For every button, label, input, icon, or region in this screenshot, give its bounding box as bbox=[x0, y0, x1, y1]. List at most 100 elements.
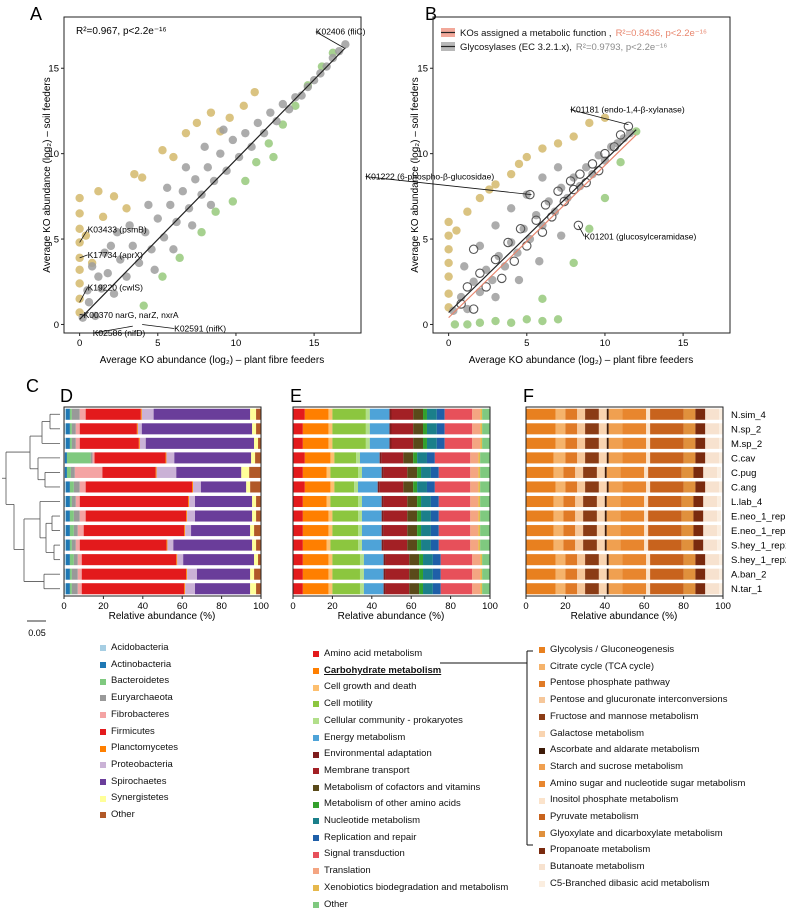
legend-label: Bacteroidetes bbox=[111, 675, 170, 687]
bar-segment-c5-branched-dibasic-acid-metabolism bbox=[717, 495, 722, 508]
legend-item-galactose-metabolism: Galactose metabolism bbox=[539, 726, 745, 743]
category-label: L.lab_4 bbox=[731, 497, 762, 508]
point-series-1 bbox=[463, 320, 472, 329]
point-series-2 bbox=[219, 125, 228, 134]
bar-segment-pentose-and-glucuronate-interconversions bbox=[577, 437, 586, 449]
bar-segment-metabolism-of-cofactors-and-vitamins bbox=[407, 510, 418, 522]
bar-segment-inositol-phosphate-metabolism bbox=[644, 466, 649, 478]
plot-frame bbox=[432, 16, 731, 334]
annotation-arrow bbox=[92, 325, 133, 334]
bar-segment-environmental-adaptation bbox=[389, 437, 392, 449]
bar-segment-c5-branched-dibasic-acid-metabolism bbox=[717, 525, 722, 537]
annotation-arrow bbox=[79, 287, 88, 303]
bar-segment-galactose-metabolism bbox=[598, 583, 607, 595]
x-tick-label: 80 bbox=[678, 601, 689, 612]
legend-item-fibrobacteres: Fibrobacteres bbox=[100, 707, 178, 724]
bar-segment-ascorbate-and-aldarate-metabolism bbox=[604, 495, 607, 508]
bar-segment-other bbox=[482, 568, 490, 580]
point-series-2 bbox=[449, 306, 458, 315]
bar-segment-glycolysis-gluconeogenesis bbox=[526, 554, 556, 566]
bar-segment-acidobacteria bbox=[64, 481, 66, 493]
bar-segment-proteobacteria bbox=[185, 583, 196, 595]
legend-item-glyoxylate-and-dicarboxylate-metabolism: Glyoxylate and dicarboxylate metabolism bbox=[539, 826, 745, 843]
bar-segment-actinobacteria bbox=[64, 466, 67, 478]
point-glycosylase bbox=[568, 184, 579, 195]
bar-segment-firmicutes bbox=[85, 408, 141, 420]
bar-segment-signal-transduction bbox=[438, 525, 471, 537]
x-tick-label: 5 bbox=[524, 338, 529, 349]
bar-segment-energy-metabolism bbox=[369, 408, 390, 420]
bar-segment-glyoxylate-and-dicarboxylate-metabolism bbox=[683, 583, 696, 595]
bar-segment-cellular-community-prokaryotes bbox=[359, 568, 364, 580]
bar-segment-planctomycetes bbox=[188, 495, 190, 508]
bar-segment-citrate-cycle-tca-cycle bbox=[553, 510, 564, 522]
bar-segment-proteobacteria bbox=[156, 466, 177, 478]
bar-segment-pentose-phosphate-pathway bbox=[563, 466, 576, 478]
bar-segment-firmicutes bbox=[81, 568, 187, 580]
x-tick-label: 20 bbox=[98, 601, 109, 612]
bar-segment-environmental-adaptation bbox=[383, 583, 386, 595]
bar-segment-euryarchaeota bbox=[71, 408, 80, 420]
point-series-2 bbox=[625, 128, 635, 138]
bar-segment-acidobacteria bbox=[64, 568, 66, 580]
bar-segment-propanoate-metabolism bbox=[695, 452, 706, 464]
annotation-label: K01181 (endo-1,4-β-xylanase) bbox=[570, 105, 685, 115]
legend-swatch bbox=[539, 814, 545, 821]
bar-segment-bacteroidetes bbox=[69, 510, 74, 522]
point-series-0 bbox=[130, 169, 139, 179]
point-glycosylase bbox=[497, 273, 507, 284]
bar-segment-citrate-cycle-tca-cycle bbox=[555, 554, 566, 566]
bar-segment-other bbox=[480, 481, 490, 493]
bar-segment-metabolism-of-cofactors-and-vitamins bbox=[407, 495, 418, 508]
bar-segment-pentose-and-glucuronate-interconversions bbox=[575, 525, 584, 537]
bar-segment-translation bbox=[470, 539, 479, 551]
bar-segment-carbohydrate-metabolism bbox=[302, 568, 329, 580]
bar-segment-pentose-phosphate-pathway bbox=[565, 568, 578, 580]
legend-label: Starch and sucrose metabolism bbox=[550, 760, 684, 772]
bar-segment-butanoate-metabolism bbox=[705, 583, 720, 595]
legend-label: Fibrobacteres bbox=[111, 708, 170, 720]
bar-segment-other bbox=[256, 408, 261, 420]
bar-segment-actinobacteria bbox=[64, 452, 67, 464]
legend-swatch bbox=[539, 730, 545, 737]
bar-segment-other bbox=[258, 554, 261, 566]
bar-segment-fibrobacteres bbox=[77, 525, 84, 537]
legend-label: Citrate cycle (TCA cycle) bbox=[550, 660, 654, 672]
bar-segment-replication-and-repair bbox=[430, 539, 439, 551]
panel-label-b: B bbox=[425, 4, 437, 24]
point-series-0 bbox=[444, 272, 453, 281]
bar-segment-xenobiotics-biodegradation-and-metabolism bbox=[478, 495, 481, 508]
point-series-1 bbox=[197, 228, 206, 237]
bar-segment-fructose-and-mannose-metabolism bbox=[585, 481, 599, 493]
bar-segment-membrane-transport bbox=[385, 583, 410, 595]
y-axis-title: Average KO abundance (log₂) – soil feede… bbox=[42, 77, 53, 272]
bar-segment-euryarchaeota bbox=[73, 525, 78, 537]
point-series-0 bbox=[444, 231, 453, 240]
point-series-1 bbox=[278, 120, 288, 129]
bar-segment-amino-acid-metabolism bbox=[293, 452, 305, 464]
legend-label: Actinobacteria bbox=[111, 658, 172, 670]
bar-segment-pyruvate-metabolism bbox=[650, 452, 684, 464]
legend-swatch bbox=[539, 697, 545, 704]
bar-segment-amino-acid-metabolism bbox=[293, 554, 303, 566]
bar-segment-ascorbate-and-aldarate-metabolism bbox=[606, 554, 609, 566]
bar-segment-proteobacteria bbox=[193, 481, 201, 493]
legend-label: Nucleotide metabolism bbox=[324, 815, 421, 827]
annotation-label: K03433 (psmB) bbox=[88, 224, 147, 234]
legend-item-euryarchaeota: Euryarchaeota bbox=[100, 690, 178, 707]
point-glycosylase bbox=[615, 130, 626, 140]
bar-segment-inositol-phosphate-metabolism bbox=[644, 539, 649, 551]
bar-segment-cell-motility bbox=[330, 539, 359, 551]
x-tick-label: 20 bbox=[327, 601, 338, 612]
bar-segment-actinobacteria bbox=[65, 510, 70, 522]
bar-segment-other bbox=[250, 481, 261, 493]
point-series-0 bbox=[239, 101, 248, 111]
x-tick-label: 10 bbox=[600, 338, 611, 349]
bar-segment-bacteroidetes bbox=[66, 452, 91, 464]
x-tick-label: 40 bbox=[138, 601, 149, 612]
point-series-2 bbox=[553, 163, 563, 172]
bar-segment-butanoate-metabolism bbox=[705, 452, 720, 464]
panel-label-e: E bbox=[290, 386, 302, 406]
bar-segment-starch-and-sucrose-metabolism bbox=[606, 539, 621, 551]
bar-segment-propanoate-metabolism bbox=[693, 495, 704, 508]
